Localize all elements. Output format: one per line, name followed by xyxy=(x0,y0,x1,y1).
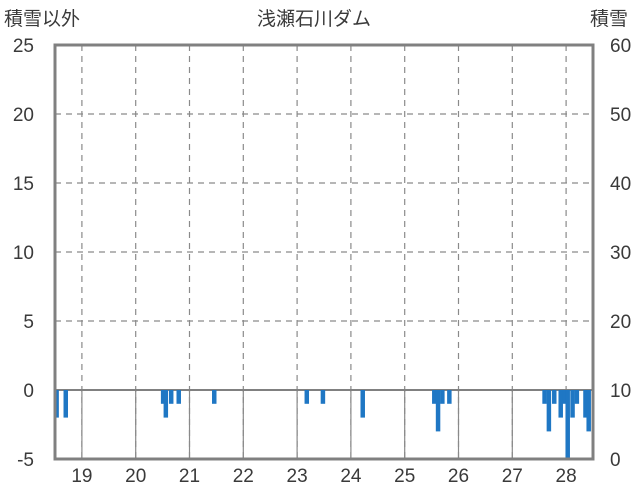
x-tick-labels: 19 20 21 22 23 24 25 26 27 28 xyxy=(71,466,576,487)
y-right-tick-label: 20 xyxy=(610,312,631,333)
bar xyxy=(163,390,169,418)
y-left-label: 積雪以外 xyxy=(4,8,81,30)
bar xyxy=(583,390,588,418)
bars xyxy=(54,390,591,459)
bar xyxy=(447,390,452,404)
y-right-tick-label: 10 xyxy=(610,381,631,402)
bar xyxy=(360,390,365,418)
bar xyxy=(304,390,310,404)
bar xyxy=(565,390,570,459)
x-tick-label: 25 xyxy=(394,466,415,487)
y-left-tick-label: 0 xyxy=(23,381,34,402)
x-tick-label: 24 xyxy=(340,466,362,487)
x-tick-label: 20 xyxy=(125,466,146,487)
bar xyxy=(54,390,59,418)
y-left-tick-labels: 25 20 15 10 5 0 -5 xyxy=(13,36,34,471)
bar xyxy=(558,390,563,418)
bar xyxy=(435,390,441,432)
y-right-tick-label: 0 xyxy=(610,450,621,471)
x-tick-label: 27 xyxy=(502,466,523,487)
bar xyxy=(574,390,580,404)
bar xyxy=(440,390,445,404)
x-tick-label: 28 xyxy=(556,466,577,487)
y-left-tick-label: 10 xyxy=(13,243,34,264)
bar xyxy=(552,390,557,404)
y-right-tick-label: 60 xyxy=(610,36,631,57)
bar xyxy=(212,390,217,404)
bar xyxy=(320,390,326,404)
y-right-tick-label: 40 xyxy=(610,174,631,195)
bar xyxy=(432,390,437,404)
y-right-tick-label: 30 xyxy=(610,243,631,264)
x-tick-label: 19 xyxy=(71,466,92,487)
y-left-tick-label: 20 xyxy=(13,105,34,126)
bar xyxy=(160,390,166,404)
plot-frame xyxy=(53,43,595,461)
bar xyxy=(168,390,174,404)
bar xyxy=(542,390,547,404)
y-left-tick-label: -5 xyxy=(17,450,34,471)
y-right-tick-labels: 60 50 40 30 20 10 0 xyxy=(610,36,631,471)
x-tick-label: 21 xyxy=(179,466,200,487)
bar xyxy=(562,390,567,404)
y-left-tick-label: 5 xyxy=(23,312,34,333)
y-right-label: 積雪 xyxy=(590,8,629,30)
bar xyxy=(176,390,181,404)
bar xyxy=(63,390,69,418)
y-right-tick-label: 50 xyxy=(610,105,631,126)
y-left-tick-label: 25 xyxy=(13,36,34,57)
bar xyxy=(586,390,591,432)
y-left-tick-label: 15 xyxy=(13,174,34,195)
bar xyxy=(570,390,575,418)
x-tick-label: 26 xyxy=(448,466,469,487)
x-tick-label: 22 xyxy=(233,466,254,487)
chart-title: 浅瀬石川ダム xyxy=(257,8,372,30)
x-tick-label: 23 xyxy=(287,466,308,487)
bar xyxy=(546,390,552,432)
